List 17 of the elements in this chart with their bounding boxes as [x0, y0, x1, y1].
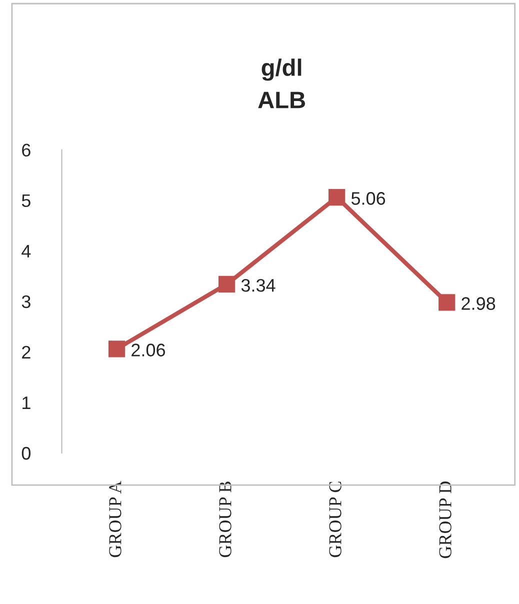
data-label: 3.34	[241, 278, 276, 292]
chart-title: g/dl ALB	[258, 58, 306, 108]
y-tick-label: 2	[22, 346, 30, 358]
point	[438, 294, 456, 311]
y-tick-label: 5	[22, 194, 30, 208]
y-tick-label: 4	[22, 244, 31, 258]
data-label: 2.98	[462, 297, 496, 310]
y-tick-label: 6	[22, 144, 30, 157]
point	[108, 340, 126, 358]
x-tick-label: GROUP C	[329, 482, 342, 558]
y-tick-label: 3	[22, 295, 30, 308]
data-label: 2.06	[132, 344, 166, 356]
point	[328, 188, 346, 206]
point	[218, 276, 236, 293]
data-label: 5.06	[351, 192, 386, 205]
y-tick-label: 1	[22, 396, 30, 410]
y-tick-label: 0	[22, 446, 30, 460]
